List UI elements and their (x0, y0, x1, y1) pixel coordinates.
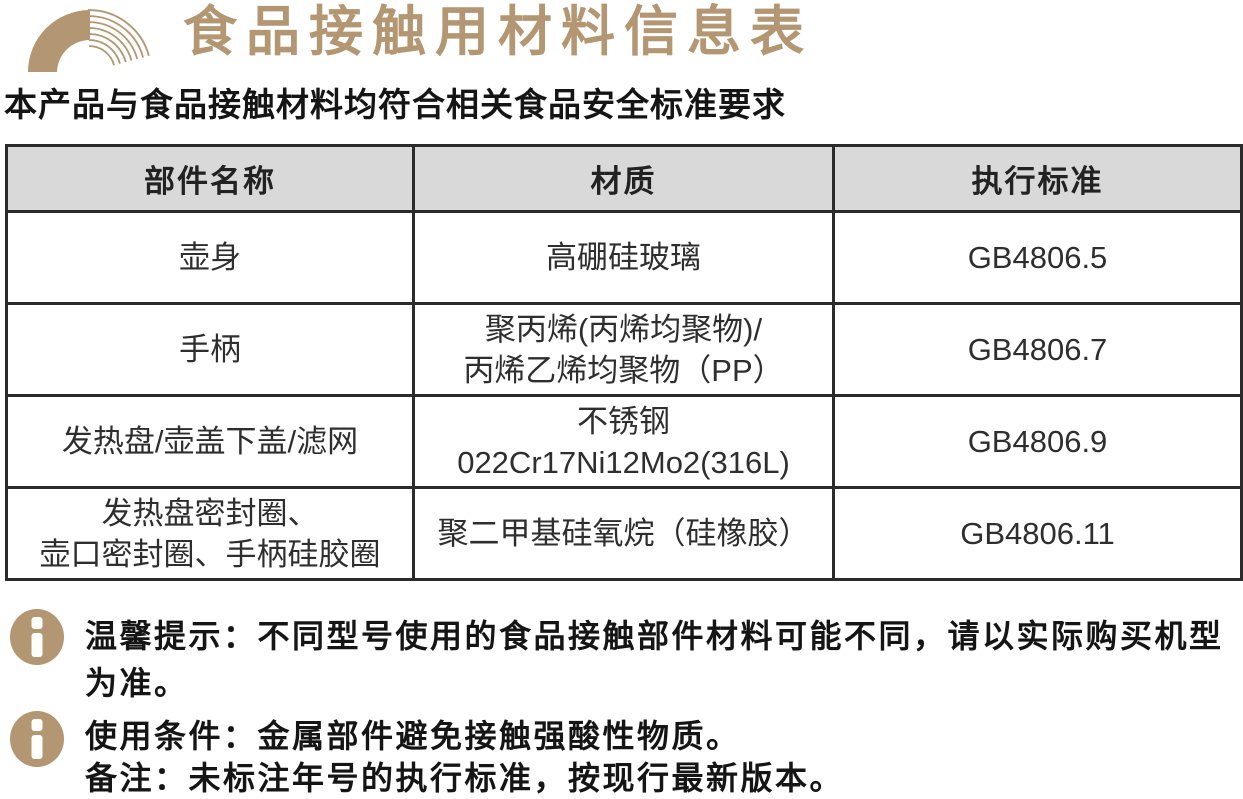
page-title: 食品接触用材料信息表 (183, 2, 813, 62)
materials-table: 部件名称 材质 执行标准 壶身 高硼硅玻璃 GB4806.5 手柄 (5, 144, 1243, 581)
cell-material: 高硼硅玻璃 (412, 210, 835, 305)
table-header-row: 部件名称 材质 执行标准 (5, 144, 1243, 213)
note-text: 使用条件：金属部件避免接触强酸性物质。 备注：未标注年号的执行标准，按现行最新版… (85, 715, 844, 799)
column-header-part-name: 部件名称 (5, 144, 415, 213)
cell-text: 不锈钢 (577, 403, 670, 439)
page-header: 食品接触用材料信息表 (0, 0, 1243, 72)
note-usage-conditions: 使用条件：金属部件避免接触强酸性物质。 备注：未标注年号的执行标准，按现行最新版… (10, 711, 1243, 799)
cell-material: 聚二甲基硅氧烷（硅橡胶） (412, 486, 835, 581)
note-line: 备注：未标注年号的执行标准，按现行最新版本。 (85, 760, 845, 796)
cell-text: 手柄 (179, 332, 241, 367)
cell-text: 聚二甲基硅氧烷（硅橡胶） (437, 516, 810, 551)
table-row: 发热盘密封圈、 壶口密封圈、手柄硅胶圈 聚二甲基硅氧烷（硅橡胶） GB4806.… (5, 486, 1243, 581)
note-text: 温馨提示：不同型号使用的食品接触部件材料可能不同，请以实际购买机型 为准。 (85, 613, 1224, 707)
footnotes: 温馨提示：不同型号使用的食品接触部件材料可能不同，请以实际购买机型 为准。 使用… (10, 609, 1243, 799)
cell-material: 不锈钢 022Cr17Ni12Mo2(316L) (412, 394, 835, 489)
cell-text: GB4806.11 (960, 516, 1115, 551)
info-icon (10, 711, 64, 767)
cell-text: 壶口密封圈、手柄硅胶圈 (39, 536, 381, 572)
cell-material: 聚丙烯(丙烯均聚物)/ 丙烯乙烯均聚物（PP） (412, 302, 835, 397)
cell-standard: GB4806.9 (832, 394, 1243, 489)
cell-text: 聚丙烯(丙烯均聚物)/ (484, 311, 763, 347)
note-line: 使用条件：金属部件避免接触强酸性物质。 (85, 718, 741, 754)
table-row: 壶身 高硼硅玻璃 GB4806.5 (5, 210, 1243, 305)
cell-part-name: 发热盘/壶盖下盖/滤网 (5, 394, 415, 489)
note-line: 为准。 (85, 665, 189, 701)
cell-standard: GB4806.7 (832, 302, 1243, 397)
cell-text: 丙烯乙烯均聚物（PP） (463, 352, 784, 388)
column-header-standard: 执行标准 (832, 144, 1243, 213)
cell-text: 高硼硅玻璃 (546, 240, 701, 275)
cell-text: 发热盘密封圈、 (101, 495, 319, 531)
note-line: 温馨提示：不同型号使用的食品接触部件材料可能不同，请以实际购买机型 (85, 618, 1224, 654)
cell-text: GB4806.9 (967, 424, 1108, 459)
cell-standard: GB4806.11 (832, 486, 1243, 581)
cell-standard: GB4806.5 (832, 210, 1243, 305)
cell-text: 022Cr17Ni12Mo2(316L) (457, 444, 790, 480)
cell-part-name: 壶身 (5, 210, 415, 305)
table-row: 手柄 聚丙烯(丙烯均聚物)/ 丙烯乙烯均聚物（PP） GB4806.7 (5, 302, 1243, 397)
column-header-material: 材质 (412, 144, 835, 213)
cell-text: 发热盘/壶盖下盖/滤网 (61, 424, 359, 459)
cell-part-name: 发热盘密封圈、 壶口密封圈、手柄硅胶圈 (5, 486, 415, 581)
cell-text: GB4806.5 (967, 240, 1108, 275)
note-warm-tip: 温馨提示：不同型号使用的食品接触部件材料可能不同，请以实际购买机型 为准。 (10, 609, 1243, 707)
cell-text: 壶身 (179, 240, 241, 275)
info-icon (10, 609, 64, 665)
cell-part-name: 手柄 (5, 302, 415, 397)
arch-rainbow-logo-icon (28, 9, 150, 72)
cell-text: GB4806.7 (967, 332, 1108, 367)
compliance-statement: 本产品与食品接触材料均符合相关食品安全标准要求 (4, 86, 786, 123)
table-row: 发热盘/壶盖下盖/滤网 不锈钢 022Cr17Ni12Mo2(316L) GB4… (5, 394, 1243, 489)
